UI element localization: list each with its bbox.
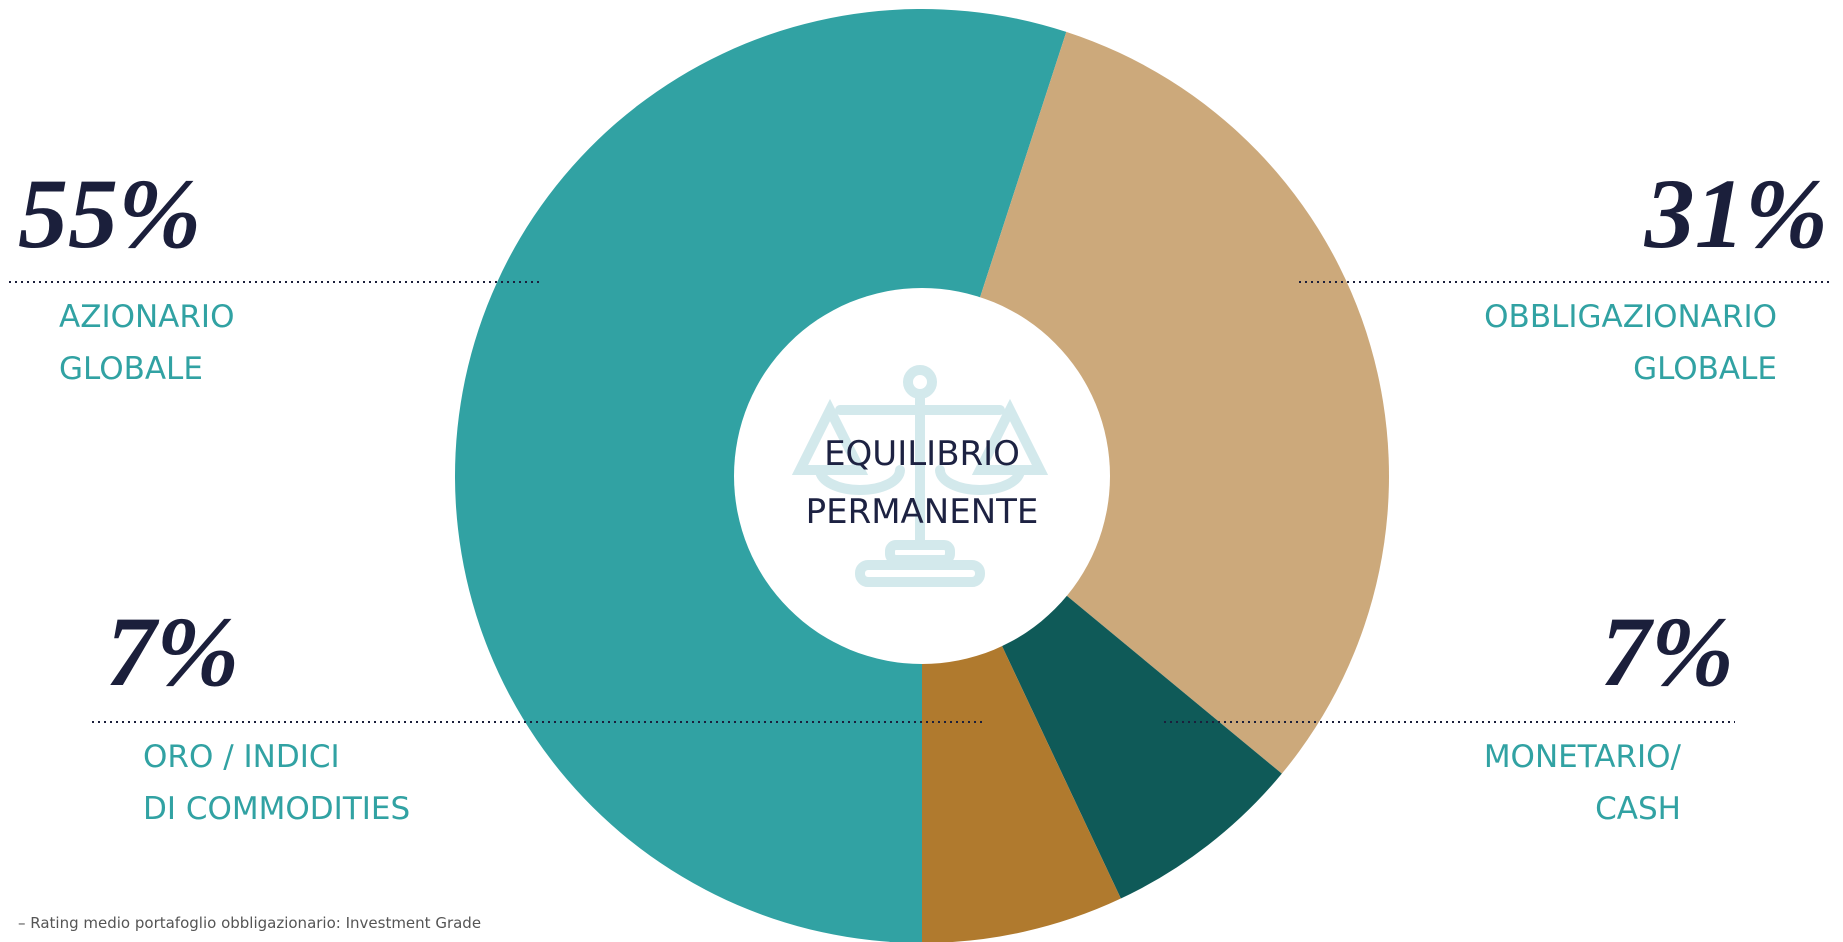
category-label: AZIONARIO (59, 299, 234, 335)
category-label: OBBLIGAZIONARIO (1484, 299, 1777, 335)
value-label: 55% (18, 158, 201, 269)
scale-icon (791, 365, 1049, 587)
category-label: DI COMMODITIES (143, 791, 410, 827)
value-label: 7% (106, 596, 239, 707)
donut-slice (922, 31, 1390, 774)
category-label: CASH (1595, 791, 1681, 827)
footnote: – Rating medio portafoglio obbligazionar… (18, 914, 481, 932)
category-label: MONETARIO/ (1484, 739, 1682, 775)
category-label: GLOBALE (1633, 351, 1777, 387)
value-label: 31% (1644, 158, 1828, 269)
center-label: EQUILIBRIO (824, 434, 1020, 474)
category-label: GLOBALE (59, 351, 203, 387)
center-label: PERMANENTE (806, 492, 1039, 532)
category-label: ORO / INDICI (143, 739, 340, 775)
value-label: 7% (1601, 596, 1734, 707)
